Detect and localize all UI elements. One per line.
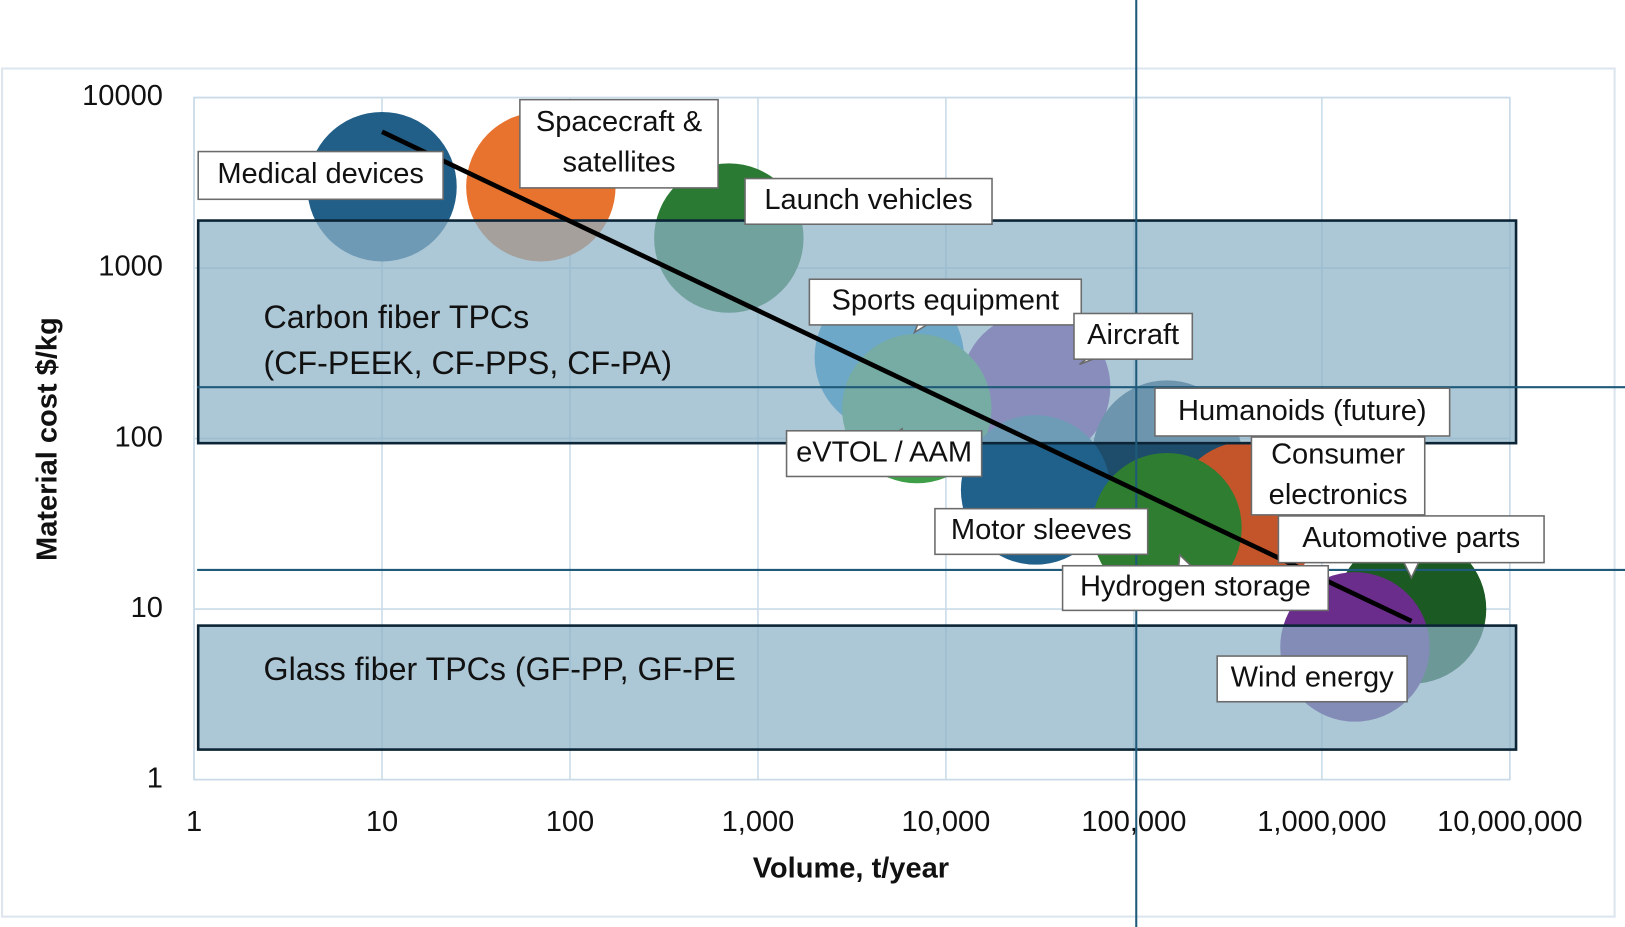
x-tick-label: 100: [546, 806, 594, 838]
y-tick-label: 10000: [82, 80, 163, 112]
callout-box: [1277, 515, 1545, 564]
x-axis-title: Volume, t/year: [753, 853, 949, 885]
y-tick-label: 100: [114, 421, 162, 453]
y-tick-label: 1000: [98, 251, 163, 283]
y-tick-label: 1: [147, 762, 163, 794]
bubble-label: Sports equipment: [832, 285, 1060, 317]
callout-box: [1216, 655, 1408, 703]
callout-box: [808, 278, 1083, 326]
trend-layer: [381, 129, 1413, 624]
bubble-label: satellites: [562, 147, 675, 179]
callout-box: [934, 507, 1149, 556]
callout-box: [1154, 387, 1451, 437]
bubble-label: Humanoids (future): [1178, 395, 1427, 427]
callout-box: [1250, 436, 1426, 516]
y-tick-label: 10: [131, 592, 163, 624]
bubble-label: eVTOL / AAM: [796, 436, 972, 468]
bubble-label: Aircraft: [1087, 319, 1179, 351]
callout-box: [1061, 564, 1330, 612]
bubble-label: electronics: [1269, 479, 1408, 511]
x-tick-label: 10: [366, 806, 398, 838]
bubble-label: Spacecraft &: [536, 106, 702, 138]
bubble-label: Motor sleeves: [951, 514, 1132, 546]
callout-box: [744, 177, 993, 226]
bubble-label: Launch vehicles: [764, 184, 972, 216]
region-label: Glass fiber TPCs (GF-PP, GF-PE: [264, 651, 736, 687]
callout-box: [197, 150, 444, 201]
bubble-label: Consumer: [1271, 438, 1405, 470]
x-tick-label: 10,000,000: [1437, 806, 1582, 838]
bubble-label: Wind energy: [1231, 662, 1395, 694]
callout-box: [519, 98, 719, 189]
x-tick-label: 10,000: [902, 806, 991, 838]
bubble-label: Hydrogen storage: [1080, 571, 1311, 603]
callout-box: [1073, 312, 1194, 360]
x-tick-label: 100,000: [1081, 806, 1186, 838]
bubble-label: Medical devices: [217, 158, 424, 190]
x-tick-label: 1,000,000: [1257, 806, 1386, 838]
callout-box: [785, 430, 983, 478]
label-layer: Medical devices Spacecraft & satellites Lau…: [197, 98, 1545, 703]
region-label: (CF-PEEK, CF-PPS, CF-PA): [264, 345, 672, 381]
x-tick-label: 1,000: [722, 806, 795, 838]
bubble-label: Automotive parts: [1302, 522, 1520, 554]
x-tick-label: 1: [186, 806, 202, 838]
region-label: Carbon fiber TPCs: [264, 299, 530, 335]
trend-line: [381, 129, 1413, 624]
y-axis-title: Material cost $/kg: [31, 317, 63, 561]
